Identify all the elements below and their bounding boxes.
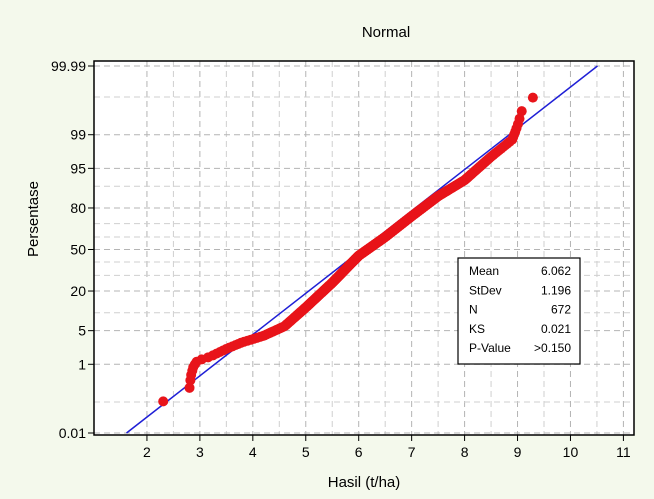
y-tick-label: 95 <box>70 160 86 176</box>
x-tick-label: 4 <box>249 444 257 460</box>
stat-label: StDev <box>469 283 502 297</box>
plot-frame <box>93 60 635 436</box>
data-point <box>516 106 527 117</box>
data-point <box>184 382 195 393</box>
stat-value: >0.150 <box>534 341 571 355</box>
y-tick-label: 5 <box>78 323 86 339</box>
data-point <box>527 92 538 103</box>
stat-value: 672 <box>551 303 571 317</box>
stat-value: 6.062 <box>541 264 571 278</box>
y-tick-label: 99.99 <box>51 58 86 74</box>
stats-box: Mean 6.062 StDev 1.196 N 672 KS 0.021 P-Value >0.… <box>457 257 581 365</box>
stat-value: 1.196 <box>541 283 571 297</box>
y-tick-label: 80 <box>70 200 86 216</box>
y-tick-label: 20 <box>70 283 86 299</box>
chart-title: Normal <box>362 24 410 41</box>
x-tick-label: 9 <box>514 444 522 460</box>
stat-label: KS <box>469 322 485 336</box>
data-point <box>514 113 525 124</box>
y-tick-label: 0.01 <box>59 425 86 441</box>
stat-label: Mean <box>469 264 499 278</box>
stats-box-frame <box>457 257 581 365</box>
x-tick-label: 11 <box>616 444 631 460</box>
x-axis-ticks: 2 3 4 5 6 7 8 9 10 11 <box>143 435 631 460</box>
x-tick-label: 10 <box>563 444 579 460</box>
y-tick-label: 99 <box>70 127 86 143</box>
y-axis-label: Persentase <box>25 181 42 257</box>
stat-label: N <box>469 303 478 317</box>
data-point <box>158 396 169 407</box>
x-tick-label: 8 <box>461 444 469 460</box>
stat-value: 0.021 <box>541 322 571 336</box>
data-points <box>158 92 538 407</box>
x-tick-label: 7 <box>408 444 416 460</box>
x-axis-label: Hasil (t/ha) <box>328 474 401 491</box>
y-tick-label: 1 <box>78 356 86 372</box>
stat-label: P-Value <box>469 341 511 355</box>
x-tick-label: 3 <box>196 444 204 460</box>
y-axis-ticks: 0.01 1 5 20 50 80 95 99 99.99 <box>51 58 94 441</box>
x-tick-label: 2 <box>143 444 151 460</box>
x-tick-label: 6 <box>355 444 363 460</box>
y-tick-label: 50 <box>70 242 86 258</box>
x-tick-label: 5 <box>302 444 310 460</box>
